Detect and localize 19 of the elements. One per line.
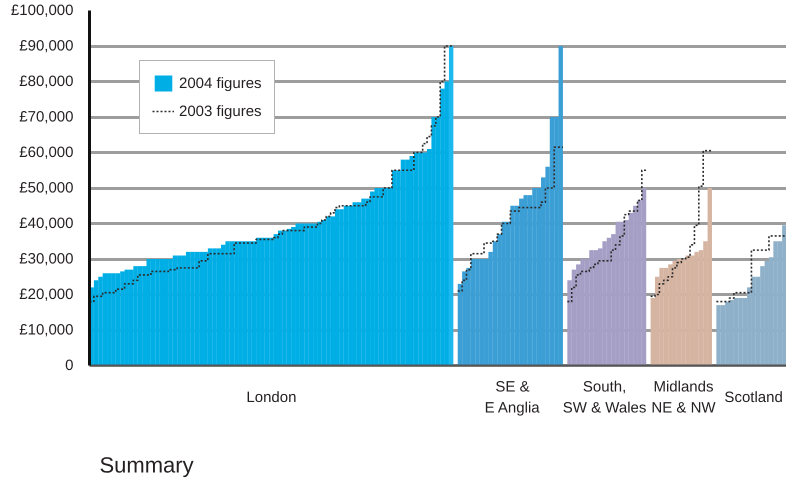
y-tick-label: £50,000 <box>19 180 74 196</box>
y-tick-label: £70,000 <box>19 108 74 126</box>
y-tick-label: 0 <box>65 357 74 374</box>
y-tick-label: £40,000 <box>19 215 74 232</box>
text: Summary <box>100 452 194 478</box>
x-tick-label: South, SW & Wales <box>562 378 646 417</box>
y-tick-label: £100,000 <box>10 2 74 19</box>
y-tick-label: £20,000 <box>19 286 74 303</box>
x-tick-label: Midlands NE & NW <box>651 378 716 417</box>
legend-label: 2003 figures <box>179 102 262 120</box>
y-tick-label: £90,000 <box>19 38 74 54</box>
y-tick-label: £30,000 <box>19 250 74 268</box>
x-tick-label: Scotland <box>724 389 783 406</box>
x-tick-label: London <box>246 389 296 406</box>
y-tick-label: £10,000 <box>19 322 74 338</box>
y-tick-label: £60,000 <box>19 144 74 161</box>
legend-label: 2004 figures <box>179 74 262 92</box>
y-tick-label: £80,000 <box>19 73 74 90</box>
x-tick-label: SE & E Anglia <box>484 378 540 417</box>
